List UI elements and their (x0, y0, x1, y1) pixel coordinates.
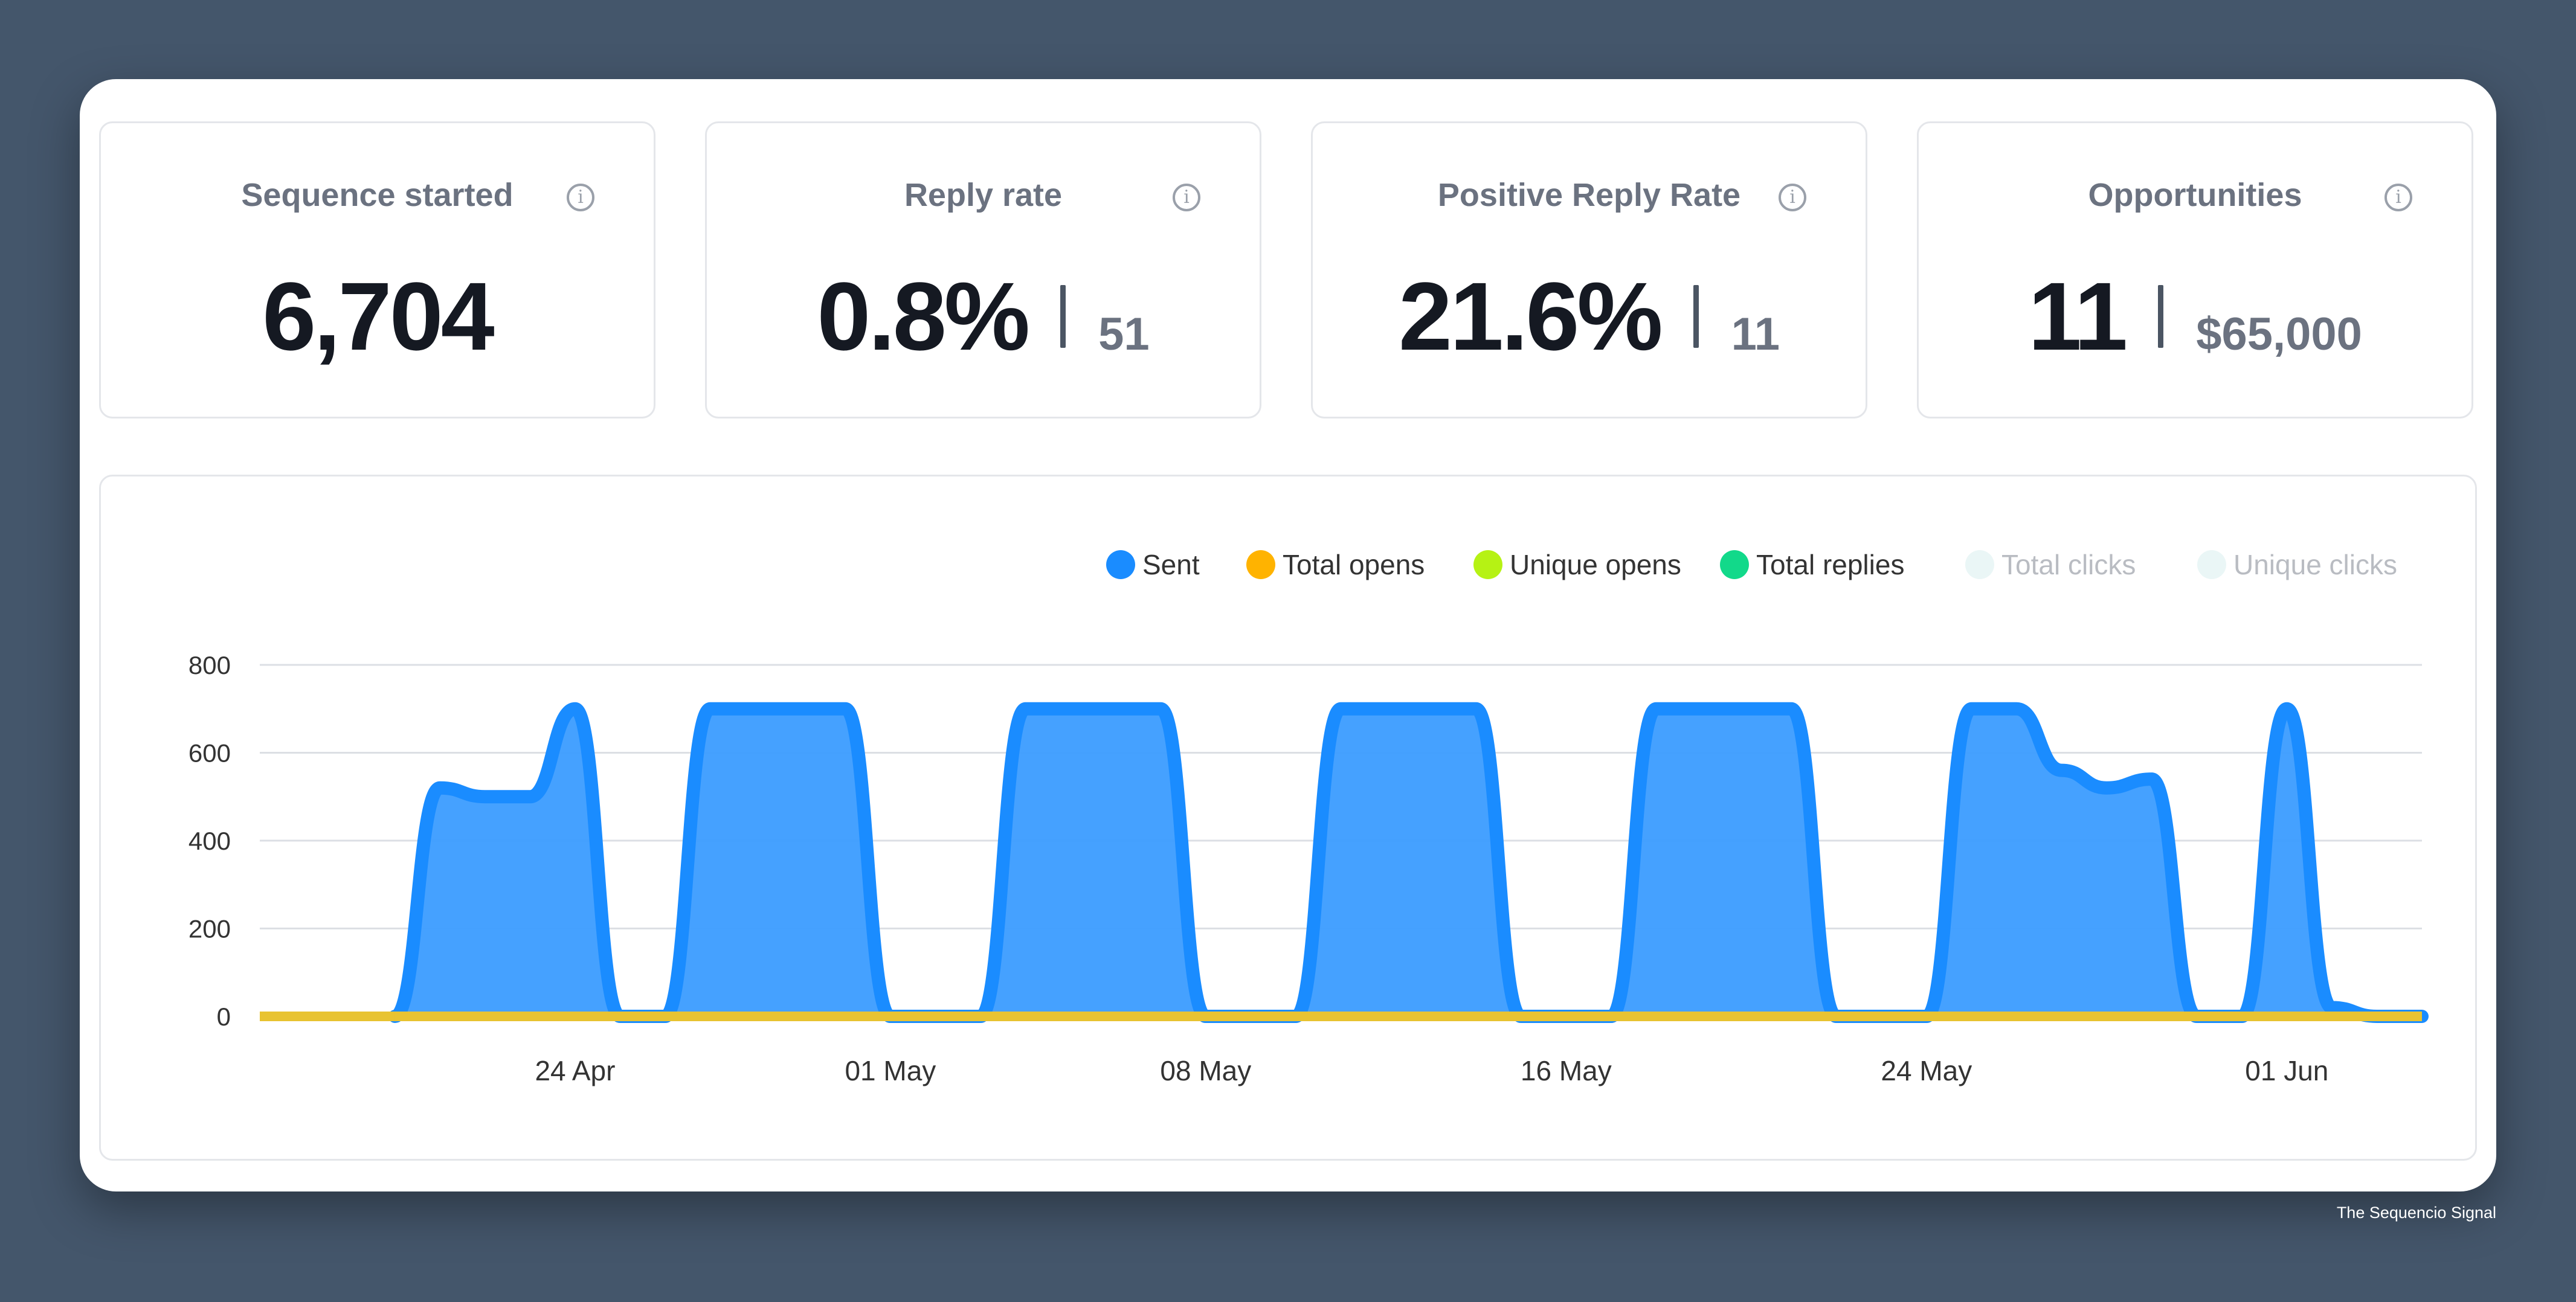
metric-divider (1060, 285, 1066, 348)
legend-label: Unique clicks (2233, 549, 2397, 580)
info-icon[interactable]: i (1779, 184, 1806, 211)
y-tick-label: 600 (188, 739, 231, 768)
legend-label: Sent (1142, 549, 1200, 580)
info-icon[interactable]: i (2384, 184, 2412, 211)
legend-label: Total opens (1283, 549, 1425, 580)
legend-swatch (1965, 550, 1994, 579)
metric-divider (2158, 285, 2164, 348)
stat-card-sequence-started: Sequence started i 6,704 (99, 121, 655, 418)
card-title: Opportunities (2088, 177, 2302, 213)
y-tick-label: 0 (217, 1002, 231, 1031)
stat-card-reply-rate: Reply rate i 0.8% 51 (705, 121, 1261, 418)
card-title: Sequence started (241, 177, 514, 213)
stat-card-positive-reply-rate: Positive Reply Rate i 21.6% 11 (1311, 121, 1867, 418)
x-tick-label: 01 May (845, 1055, 936, 1086)
stat-card-opportunities: Opportunities i 11 $65,000 (1917, 121, 2473, 418)
activity-chart: 0 200 400 600 800 24 Apr 01 May 08 May 16 May 24 … (188, 549, 2429, 1086)
card-title: Positive Reply Rate (1437, 177, 1741, 213)
x-tick-label: 24 May (1881, 1055, 1972, 1086)
card-value: 6,704 (262, 262, 494, 370)
legend-label: Total replies (1756, 549, 1904, 580)
x-tick-label: 16 May (1521, 1055, 1612, 1086)
y-tick-label: 800 (188, 651, 231, 679)
metric-divider (1693, 285, 1699, 348)
legend-swatch (1106, 550, 1135, 579)
card-title: Reply rate (904, 177, 1063, 213)
legend-swatch (1246, 550, 1275, 579)
x-tick-label: 01 Jun (2245, 1055, 2328, 1086)
card-value: 21.6% (1398, 262, 1663, 370)
legend-swatch (2197, 550, 2226, 579)
y-tick-label: 200 (188, 915, 231, 943)
card-metric: 21.6% 11 (1313, 268, 1866, 365)
legend-label: Total clicks (2001, 549, 2136, 580)
card-secondary-value: 11 (1731, 309, 1780, 360)
card-metric: 11 $65,000 (1919, 268, 2471, 365)
legend-swatch (1720, 550, 1749, 579)
card-metric: 6,704 (101, 268, 654, 365)
x-tick-label: 08 May (1160, 1055, 1251, 1086)
info-icon[interactable]: i (567, 184, 594, 211)
dashboard-panel: Sequence started i 6,704 Reply rate i 0.… (80, 79, 2496, 1191)
card-secondary-value: 51 (1098, 309, 1150, 360)
sent-area (394, 708, 2422, 1016)
activity-chart-card: 0 200 400 600 800 24 Apr 01 May 08 May 16 May 24 … (99, 475, 2477, 1161)
card-value: 0.8% (817, 262, 1030, 370)
watermark: The Sequencio Signal (2336, 1204, 2496, 1222)
info-icon[interactable]: i (1173, 184, 1200, 211)
x-tick-label: 24 Apr (535, 1055, 615, 1086)
card-value: 11 (2028, 262, 2128, 370)
legend-label: Unique opens (1510, 549, 1681, 580)
card-secondary-value: $65,000 (2196, 309, 2362, 360)
y-tick-label: 400 (188, 827, 231, 855)
legend-swatch (1473, 550, 1502, 579)
sent-line (388, 702, 2429, 1023)
card-metric: 0.8% 51 (707, 268, 1260, 365)
